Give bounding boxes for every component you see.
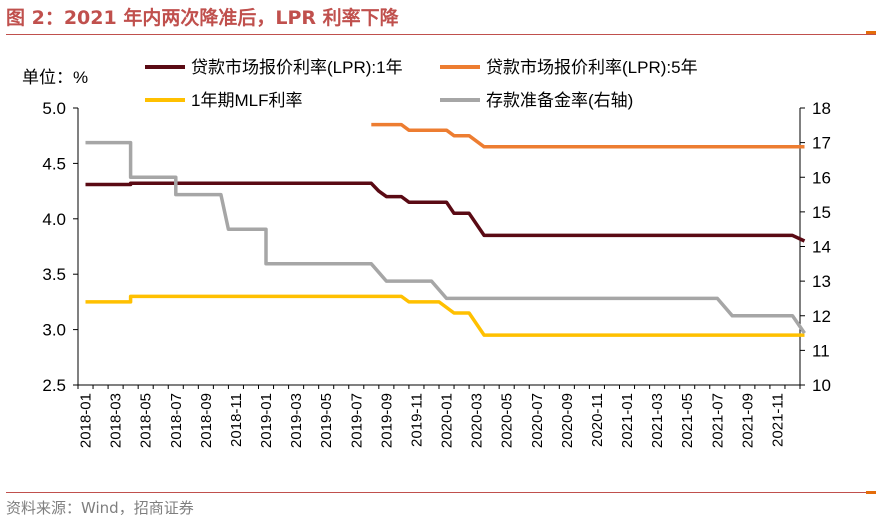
series-line (85, 140, 806, 335)
y-left-tick-label: 2.5 (42, 376, 66, 395)
series-line (85, 294, 805, 337)
y-right-tick-label: 14 (812, 238, 831, 257)
legend-label: 1年期MLF利率 (191, 91, 302, 110)
y-right-tick-label: 13 (812, 272, 831, 291)
x-tick-label: 2019-03 (288, 393, 305, 448)
x-tick-label: 2018-11 (228, 393, 245, 447)
y-left-tick-label: 4.0 (42, 210, 66, 229)
x-tick-label: 2018-01 (78, 393, 95, 448)
x-tick-label: 2018-03 (108, 393, 125, 448)
y-axis-unit-label: 单位：% (22, 68, 88, 87)
title-divider (6, 34, 876, 35)
y-right-tick-label: 12 (812, 307, 831, 326)
series-line (85, 181, 806, 243)
y-left-tick-label: 5.0 (42, 99, 66, 118)
footer-divider (6, 492, 876, 493)
y-right-tick-label: 10 (812, 376, 831, 395)
x-tick-label: 2020-01 (439, 393, 456, 448)
x-tick-label: 2020-07 (529, 393, 546, 448)
x-tick-label: 2018-09 (198, 393, 215, 448)
x-tick-label: 2018-07 (168, 393, 185, 448)
source-note: 资料来源：Wind，招商证券 (6, 499, 194, 517)
y-right-tick-label: 18 (812, 99, 831, 118)
x-tick-label: 2021-05 (679, 393, 696, 448)
x-tick-label: 2020-03 (469, 393, 486, 448)
y-right-tick-label: 15 (812, 203, 831, 222)
legend-label: 贷款市场报价利率(LPR):5年 (486, 58, 698, 77)
x-tick-label: 2021-03 (649, 393, 666, 448)
y-left-tick-label: 3.0 (42, 321, 66, 340)
y-right-tick-label: 17 (812, 134, 831, 153)
title-divider-accent (866, 31, 876, 34)
x-tick-label: 2020-09 (559, 393, 576, 448)
chart-title: 图 2：2021 年内两次降准后，LPR 利率下降 (6, 7, 399, 29)
x-tick-label: 2020-11 (589, 393, 606, 447)
footer-divider-accent (866, 491, 876, 494)
x-tick-label: 2021-09 (739, 393, 756, 448)
series-line (371, 122, 805, 149)
x-tick-label: 2019-07 (348, 393, 365, 448)
y-right-tick-label: 11 (812, 341, 830, 360)
legend-label: 存款准备金率(右轴) (486, 91, 633, 110)
x-tick-label: 2019-05 (318, 393, 335, 448)
x-tick-label: 2018-05 (138, 393, 155, 448)
y-right-tick-label: 16 (812, 168, 831, 187)
y-left-tick-label: 4.5 (42, 154, 66, 173)
y-left-tick-label: 3.5 (42, 265, 66, 284)
x-tick-label: 2021-01 (619, 393, 636, 448)
x-tick-label: 2020-05 (499, 393, 516, 448)
x-tick-label: 2019-11 (408, 393, 425, 447)
legend-label: 贷款市场报价利率(LPR):1年 (191, 58, 403, 77)
x-tick-label: 2021-07 (709, 393, 726, 448)
x-tick-label: 2019-09 (378, 393, 395, 448)
x-tick-label: 2021-11 (769, 393, 786, 447)
x-tick-label: 2019-01 (258, 393, 275, 448)
